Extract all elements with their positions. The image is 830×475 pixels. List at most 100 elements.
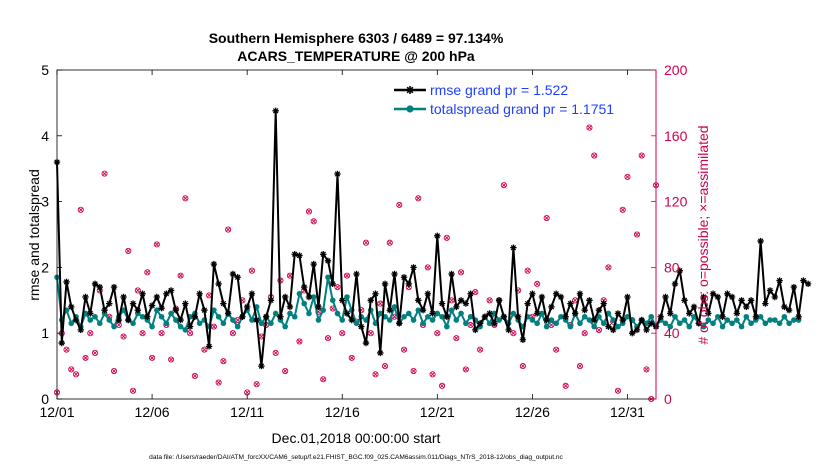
series-0-point-120 [624, 293, 631, 301]
series-1-point-11 [106, 317, 113, 323]
obs-assimilated-marker-13 [116, 322, 122, 328]
series-1-point-138 [710, 320, 716, 327]
series-0-point-62 [348, 316, 355, 324]
series-0-point-39 [239, 313, 246, 320]
series-0-point-41 [248, 290, 256, 297]
series-1-point-100 [529, 317, 536, 323]
obs-possible-marker-52 [310, 218, 317, 225]
series-0-point-95 [505, 326, 512, 334]
series-1-point-74 [405, 310, 412, 317]
series-1-point-27 [182, 327, 189, 333]
obs-possible-marker-67 [381, 363, 389, 370]
series-0-point-151 [771, 293, 779, 301]
series-1-point-37 [230, 317, 236, 323]
series-0-point-117 [610, 326, 617, 334]
series-0-point-104 [548, 303, 555, 311]
obs-assimilated-marker-73 [411, 368, 416, 374]
y-axis-label-right: # of obs: o=possible; ×=assimilated [695, 125, 711, 344]
series-1-point-112 [586, 317, 593, 323]
series-0-point-149 [762, 300, 769, 307]
obs-assimilated-marker-80 [444, 235, 450, 241]
series-0-point-70 [386, 306, 393, 314]
series-1-point-24 [168, 310, 174, 317]
obs-possible-marker-41 [253, 381, 260, 388]
series-1-point-137 [705, 317, 712, 323]
obs-possible-marker-8 [91, 349, 99, 356]
obs-possible-marker-77 [429, 371, 436, 378]
series-1-point-91 [486, 320, 493, 327]
series-1-point-53 [306, 310, 312, 317]
series-0-point-96 [510, 244, 517, 251]
series-0-point-156 [795, 313, 802, 320]
obs-assimilated-marker-68 [387, 240, 393, 246]
obs-assimilated-marker-65 [373, 372, 378, 377]
series-0-point-143 [733, 310, 741, 317]
series-0-point-57 [324, 257, 332, 265]
obs-possible-marker-94 [519, 363, 526, 370]
series-1-point-93 [496, 317, 502, 323]
series-0-point-69 [381, 280, 389, 288]
x-tick-label-2: 12/11 [230, 404, 264, 420]
obs-assimilated-marker-76 [425, 265, 431, 270]
series-1-point-142 [729, 320, 735, 327]
series-1-point-75 [410, 317, 417, 323]
obs-assimilated-marker-114 [625, 174, 630, 180]
obs-assimilated-marker-92 [511, 330, 516, 336]
series-0-point-99 [524, 300, 531, 307]
y-tick-label-right-2: 80 [664, 259, 680, 275]
series-0-point-78 [424, 290, 432, 297]
legend-symbol-1 [406, 105, 414, 113]
series-1-point-22 [158, 313, 165, 320]
series-0-point-101 [533, 310, 541, 317]
series-0-point-112 [586, 297, 593, 304]
series-0-point-18 [139, 290, 146, 297]
series-0-point-26 [177, 316, 184, 324]
series-1-point-105 [553, 320, 559, 327]
series-0 [53, 107, 812, 370]
obs-possible-marker-112 [614, 387, 622, 394]
obs-possible-marker-45 [272, 349, 279, 356]
series-1-point-84 [453, 317, 460, 323]
series-0-point-10 [101, 306, 108, 314]
obs-assimilated-marker-105 [582, 330, 588, 336]
series-1-point-52 [301, 300, 308, 307]
obs-possible-marker-91 [500, 182, 507, 189]
series-0-point-93 [495, 297, 503, 304]
series-0-point-115 [600, 300, 607, 307]
obs-assimilated-marker-2 [64, 347, 69, 352]
obs-assimilated-marker-108 [596, 327, 602, 333]
series-0-point-23 [163, 290, 170, 297]
series-1-point-73 [401, 313, 407, 320]
series-0-point-61 [343, 310, 351, 317]
series-1-point-101 [534, 320, 540, 327]
series-0-point-155 [790, 283, 798, 291]
series-1-point-145 [743, 313, 750, 320]
series-0-point-142 [728, 293, 736, 301]
obs-assimilated-marker-99 [549, 322, 554, 328]
obs-possible-marker-73 [410, 367, 417, 375]
obs-assimilated-marker-37 [235, 317, 240, 323]
x-tick-label-1: 12/06 [135, 404, 170, 420]
obs-assimilated-marker-39 [244, 390, 250, 395]
series-1-point-50 [291, 313, 298, 320]
series-1-point-85 [458, 310, 464, 317]
series-0-point-43 [258, 362, 265, 370]
series-0-point-17 [134, 306, 142, 314]
series-0-point-7 [87, 310, 94, 317]
series-0-point-1 [58, 339, 65, 347]
series-0-point-34 [215, 280, 222, 288]
obs-assimilated-marker-87 [477, 347, 483, 352]
obs-assimilated-marker-12 [111, 368, 117, 374]
series-0-point-63 [353, 270, 360, 278]
obs-assimilated-marker-71 [401, 347, 407, 352]
series-1-point-141 [724, 317, 731, 323]
obs-assimilated-marker-77 [430, 372, 435, 377]
series-0-point-119 [619, 316, 626, 324]
legend-label-totalspread: totalspread grand pr = 1.1751 [430, 101, 614, 117]
series-0-point-46 [272, 107, 279, 114]
series-0-point-60 [339, 297, 346, 304]
obs-possible-marker-97 [534, 280, 541, 287]
series-1-point-33 [211, 307, 217, 313]
series-0-point-27 [182, 300, 189, 307]
series-1-point-18 [139, 313, 146, 320]
